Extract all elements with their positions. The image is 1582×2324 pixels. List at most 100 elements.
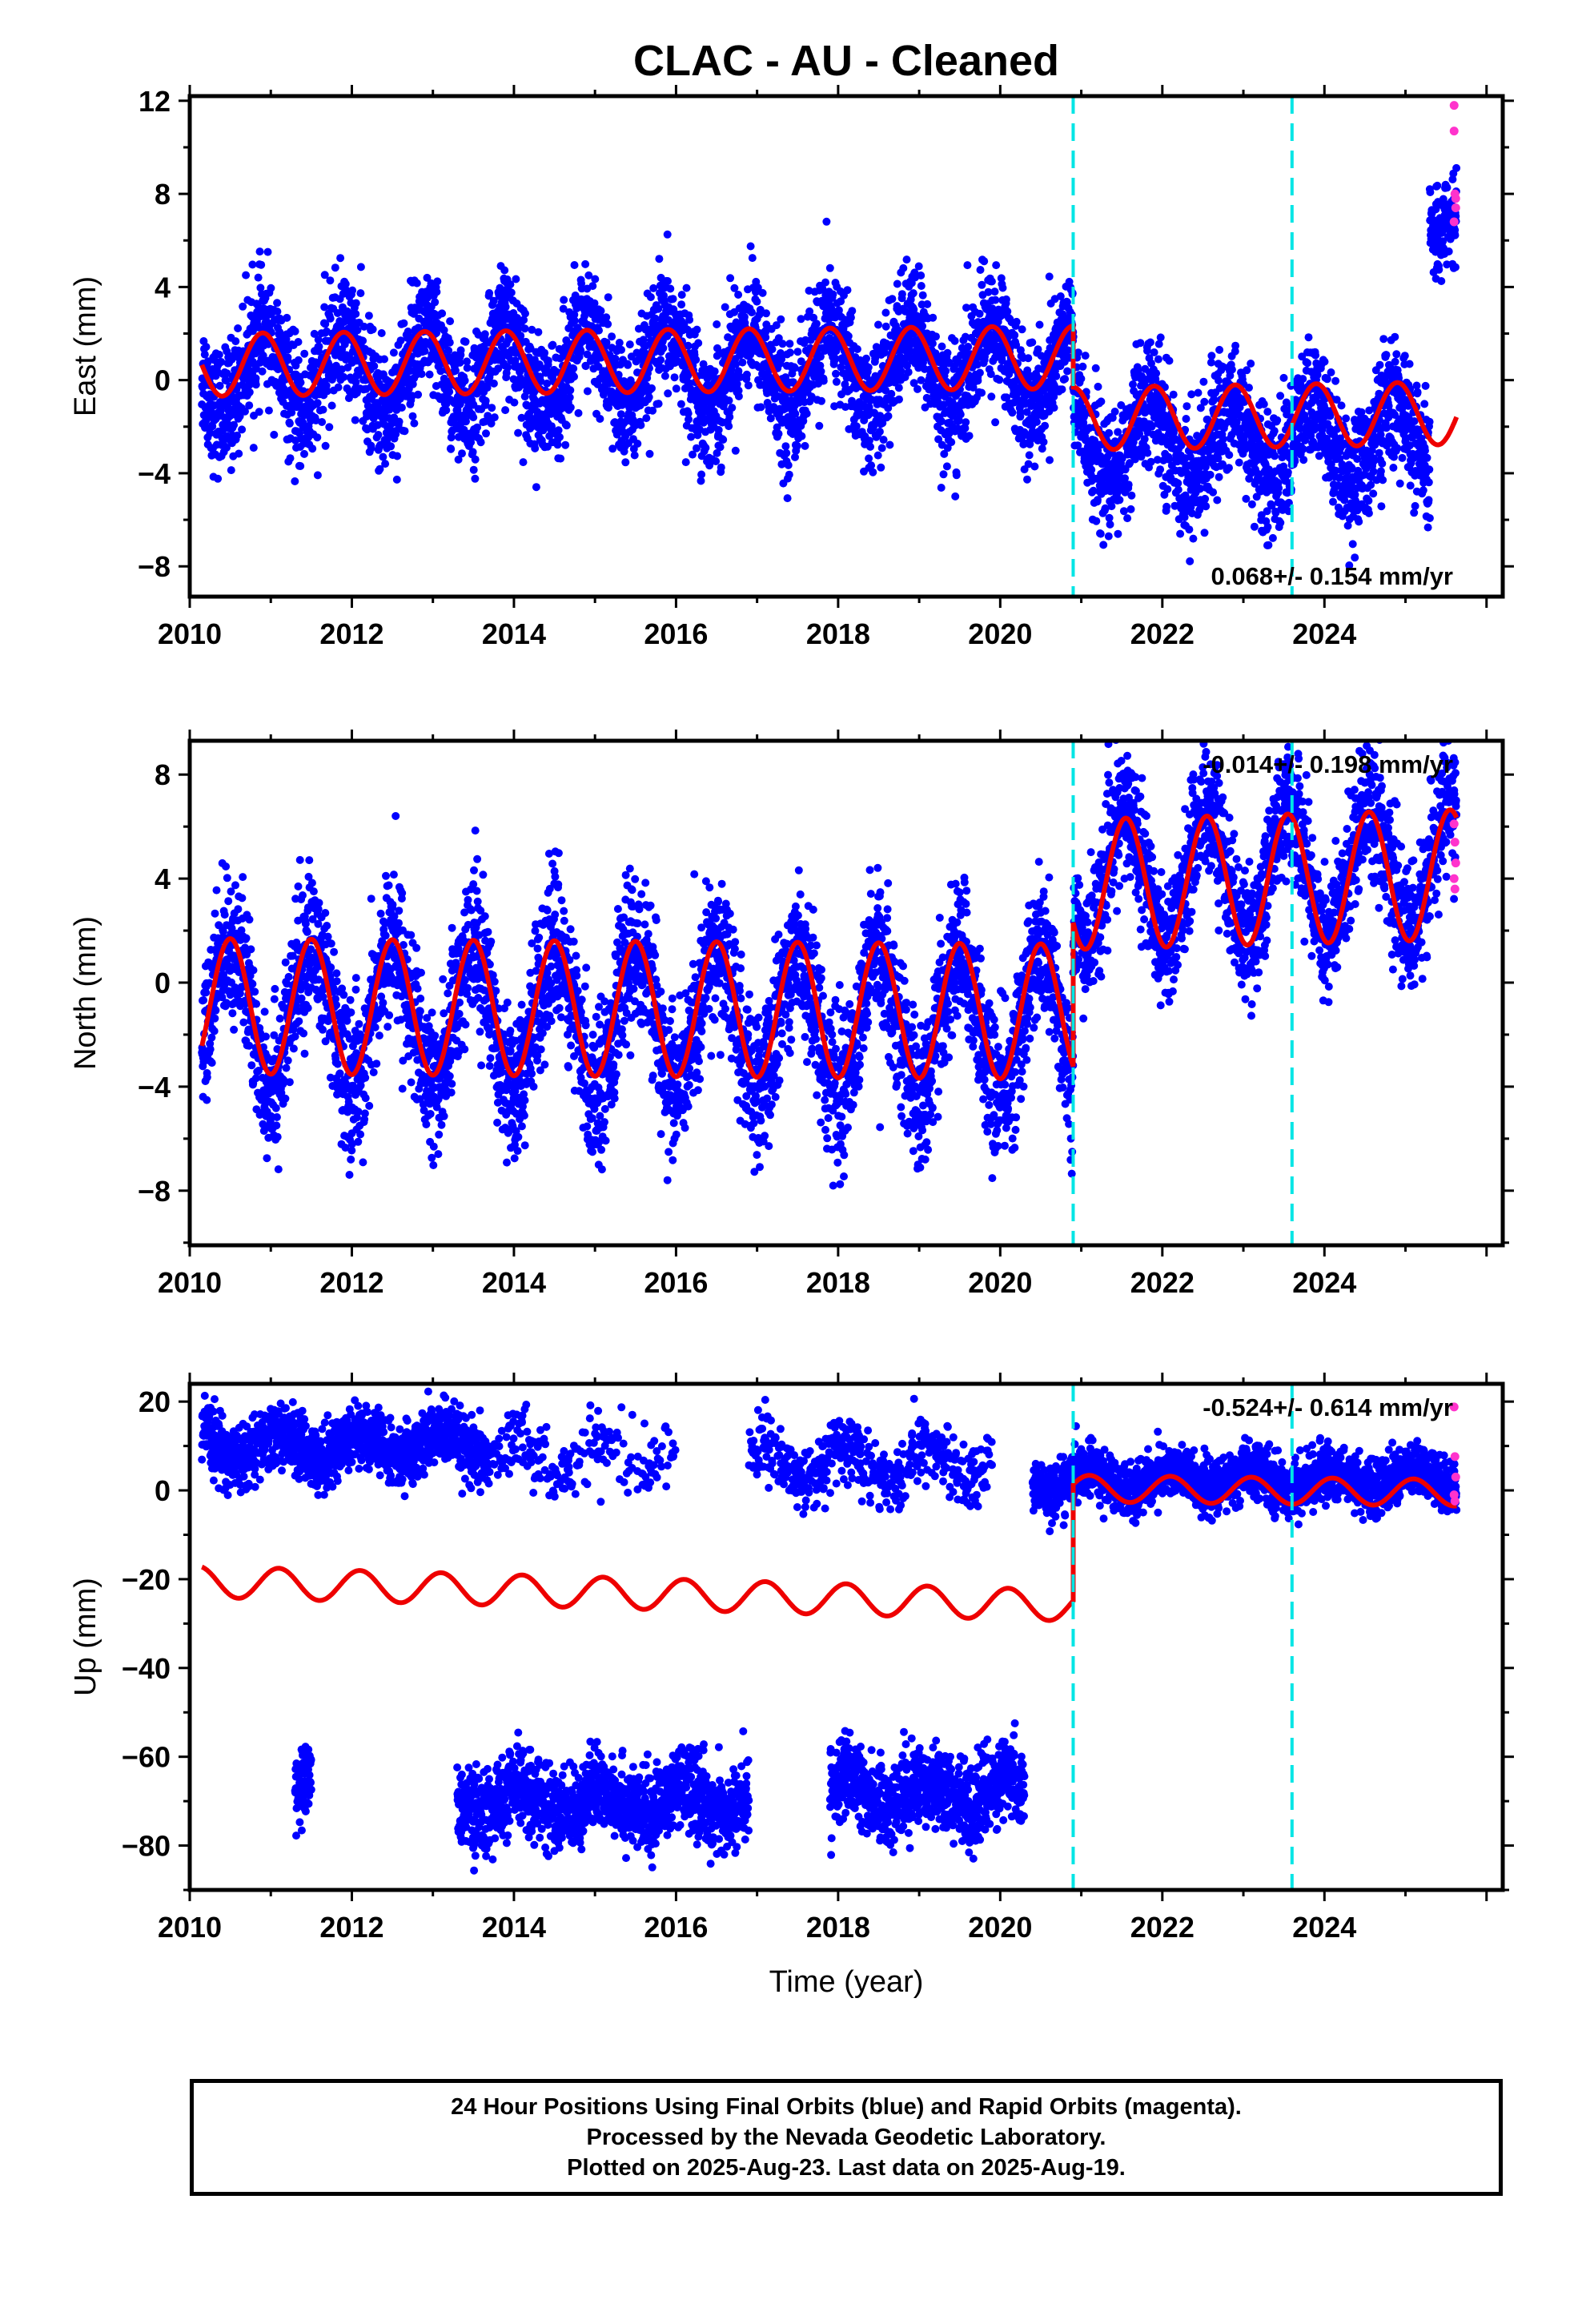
east-data-point bbox=[734, 392, 743, 400]
east-data-point bbox=[630, 451, 639, 460]
east-data-point bbox=[659, 344, 668, 352]
east-data-point bbox=[287, 408, 296, 417]
east-data-point bbox=[685, 415, 693, 424]
east-data-point bbox=[817, 367, 825, 376]
east-data-point bbox=[672, 384, 681, 393]
east-data-point bbox=[520, 324, 529, 333]
east-data-point bbox=[670, 373, 679, 382]
east-data-point bbox=[444, 346, 453, 355]
east-data-point bbox=[408, 412, 417, 420]
east-data-point bbox=[412, 279, 421, 287]
east-data-point bbox=[866, 442, 874, 451]
east-data-point bbox=[862, 354, 870, 363]
east-data-point bbox=[1119, 507, 1128, 516]
east-data-point bbox=[881, 322, 890, 331]
east-data-point bbox=[548, 340, 557, 349]
east-data-point bbox=[1143, 347, 1151, 355]
east-data-point bbox=[992, 261, 1001, 270]
east-data-point bbox=[1038, 444, 1046, 453]
east-data-point bbox=[692, 356, 701, 364]
east-data-point bbox=[661, 372, 669, 380]
east-data-point bbox=[829, 290, 837, 299]
east-data-point bbox=[1087, 465, 1096, 474]
east-data-point bbox=[617, 345, 625, 354]
east-data-point bbox=[1143, 448, 1152, 457]
east-data-point bbox=[1279, 373, 1288, 382]
east-data-point bbox=[356, 263, 365, 271]
east-data-point bbox=[227, 466, 235, 475]
east-data-point bbox=[283, 313, 291, 322]
east-data-point bbox=[476, 438, 485, 447]
east-data-point bbox=[1115, 496, 1124, 505]
east-data-point bbox=[313, 399, 322, 408]
east-data-point bbox=[251, 380, 260, 389]
east-data-point bbox=[200, 350, 209, 359]
east-data-point bbox=[482, 429, 490, 438]
east-data-point bbox=[1186, 557, 1195, 565]
east-data-point bbox=[364, 312, 373, 320]
east-data-point bbox=[400, 427, 409, 436]
east-data-point bbox=[987, 277, 996, 286]
east-data-point bbox=[725, 412, 734, 421]
east-data-point bbox=[884, 412, 893, 420]
east-data-point bbox=[713, 320, 721, 328]
east-data-point bbox=[469, 465, 478, 474]
east-data-point bbox=[744, 381, 753, 390]
east-data-point bbox=[534, 328, 543, 336]
east-data-point bbox=[571, 292, 580, 300]
east-data-point bbox=[1245, 384, 1253, 392]
east-data-point bbox=[608, 444, 617, 453]
east-data-point bbox=[374, 431, 383, 439]
east-data-point bbox=[1097, 397, 1106, 406]
east-data-point bbox=[975, 368, 984, 377]
east-data-point bbox=[326, 276, 335, 285]
east-data-point bbox=[294, 338, 303, 346]
east-data-point bbox=[802, 409, 811, 418]
east-data-point bbox=[962, 418, 970, 427]
east-data-point bbox=[521, 309, 529, 318]
east-data-point bbox=[583, 387, 592, 396]
east-data-point bbox=[781, 442, 790, 451]
east-data-point bbox=[583, 350, 592, 359]
east-data-point bbox=[296, 378, 305, 387]
east-data-point bbox=[714, 425, 723, 434]
east-data-point bbox=[793, 441, 801, 450]
east-data-point bbox=[942, 462, 951, 471]
east-data-point bbox=[368, 325, 377, 334]
east-data-point bbox=[562, 421, 571, 430]
east-data-point bbox=[501, 303, 510, 312]
east-data-point bbox=[574, 408, 583, 417]
east-data-point bbox=[943, 348, 952, 357]
east-data-point bbox=[649, 283, 658, 292]
east-data-point bbox=[215, 350, 223, 359]
east-data-point bbox=[732, 360, 740, 368]
east-data-point bbox=[812, 320, 821, 328]
east-data-point bbox=[341, 279, 350, 288]
east-data-point bbox=[531, 444, 540, 452]
east-data-point bbox=[296, 462, 305, 470]
east-data-point bbox=[344, 394, 353, 403]
east-data-point bbox=[351, 378, 360, 387]
east-data-point bbox=[452, 366, 460, 375]
east-data-point bbox=[1150, 348, 1158, 356]
east-data-point bbox=[904, 368, 913, 376]
east-data-point bbox=[588, 282, 597, 291]
east-data-point bbox=[460, 376, 469, 385]
east-data-point bbox=[433, 277, 442, 286]
east-data-point bbox=[233, 431, 241, 440]
east-data-point bbox=[234, 324, 243, 332]
east-data-point bbox=[1275, 484, 1283, 493]
east-data-point bbox=[669, 295, 677, 304]
east-data-point bbox=[1194, 388, 1203, 397]
east-data-point bbox=[566, 403, 575, 412]
east-data-point bbox=[1215, 376, 1223, 385]
east-data-point bbox=[396, 336, 405, 345]
east-data-point bbox=[1008, 408, 1017, 417]
east-data-point bbox=[300, 449, 308, 458]
east-data-point bbox=[888, 295, 897, 304]
east-data-point bbox=[991, 418, 1000, 427]
east-data-point bbox=[864, 363, 873, 372]
east-data-point bbox=[918, 291, 927, 300]
chart-title: CLAC - AU - Cleaned bbox=[633, 37, 1059, 85]
